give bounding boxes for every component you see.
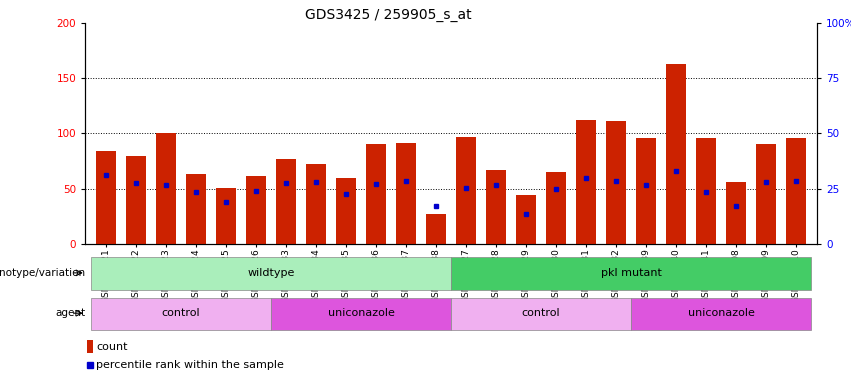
Text: GDS3425 / 259905_s_at: GDS3425 / 259905_s_at	[305, 8, 471, 22]
Bar	[786, 138, 806, 244]
Bar	[87, 340, 93, 353]
Bar	[696, 138, 716, 244]
Bar	[576, 120, 596, 244]
Text: agent: agent	[55, 308, 86, 318]
Bar	[451, 298, 631, 330]
Bar	[546, 172, 566, 244]
Bar	[277, 159, 296, 244]
Bar	[726, 182, 745, 244]
Bar	[456, 137, 476, 244]
Bar	[186, 174, 206, 244]
Bar	[631, 298, 811, 330]
Text: uniconazole: uniconazole	[688, 308, 755, 318]
Bar	[637, 138, 656, 244]
Bar	[216, 187, 236, 244]
Text: pkl mutant: pkl mutant	[601, 268, 661, 278]
Text: control: control	[522, 308, 560, 318]
Bar	[517, 195, 536, 244]
Bar	[451, 257, 811, 290]
Bar	[366, 144, 386, 244]
Bar	[486, 170, 505, 244]
Bar	[96, 151, 116, 244]
Bar	[306, 164, 326, 244]
Bar	[757, 144, 776, 244]
Bar	[246, 177, 266, 244]
Text: genotype/variation: genotype/variation	[0, 268, 86, 278]
Bar	[126, 156, 146, 244]
Bar	[606, 121, 625, 244]
Bar	[271, 298, 451, 330]
Text: percentile rank within the sample: percentile rank within the sample	[96, 360, 284, 370]
Text: wildtype: wildtype	[248, 268, 294, 278]
Bar	[91, 298, 271, 330]
Bar	[91, 257, 451, 290]
Bar	[397, 143, 416, 244]
Bar	[666, 64, 686, 244]
Bar	[426, 214, 446, 244]
Bar	[336, 178, 356, 244]
Text: control: control	[162, 308, 200, 318]
Text: count: count	[96, 342, 128, 352]
Bar	[157, 134, 176, 244]
Text: uniconazole: uniconazole	[328, 308, 395, 318]
